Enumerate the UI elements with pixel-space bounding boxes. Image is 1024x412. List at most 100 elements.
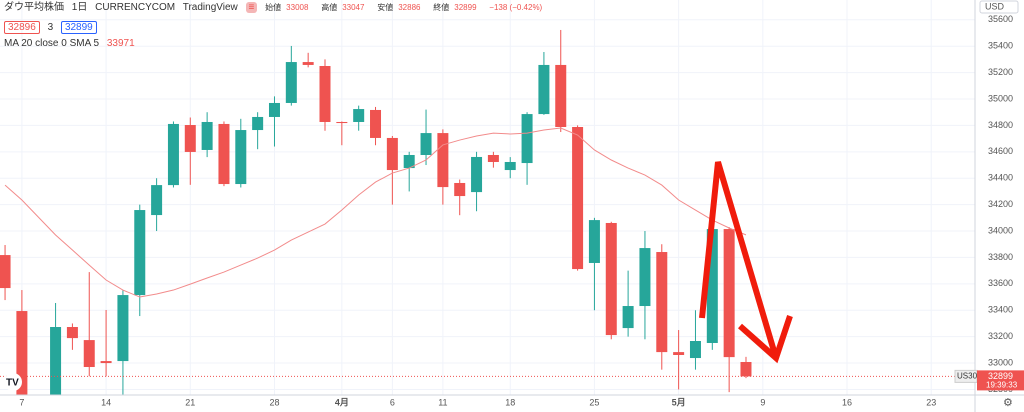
ask[interactable]: 32899 [60, 21, 97, 34]
value: 32899 [454, 3, 477, 12]
candle-body [420, 133, 432, 155]
value: 33047 [342, 3, 365, 12]
y-tick-label: 34200 [988, 199, 1013, 209]
x-tick-label: 5月 [672, 397, 686, 407]
candle-body [66, 327, 78, 339]
legend-row: ダウ平均株価 1日 CURRENCYCOM TradingView ≡ 始値 33… [4, 0, 547, 16]
x-tick-label: 7 [19, 397, 24, 407]
candle-body [403, 154, 415, 169]
y-tick-label: 33000 [988, 357, 1013, 367]
x-tick-label: 21 [185, 397, 195, 407]
y-tick-label: 34600 [988, 146, 1013, 156]
candle-body [252, 116, 264, 131]
y-tick-label: 33400 [988, 305, 1013, 315]
candle-body [471, 156, 483, 193]
svg-text:TV: TV [6, 378, 19, 389]
indicator: MA 20 close 0 SMA 5 [4, 38, 100, 49]
bid[interactable]: 32896 [4, 21, 40, 34]
x-tick-label: 6 [390, 397, 395, 407]
y-tick-label: 34000 [988, 225, 1013, 235]
x-tick-label: 4月 [335, 397, 349, 407]
x-tick-label: 9 [760, 397, 765, 407]
candle-body [0, 255, 11, 289]
candle-body [572, 127, 584, 270]
x-tick-label: 14 [101, 397, 111, 407]
candle-body [50, 327, 62, 395]
candles [0, 29, 975, 395]
candle-body [268, 102, 280, 117]
interval: 1日 [71, 2, 88, 13]
label: 始値 [265, 3, 282, 12]
candle-body [353, 109, 365, 122]
x-tick-label: 18 [505, 397, 515, 407]
legend-row: MA 20 close 0 SMA 5 33971 [4, 36, 547, 52]
y-tick-label: 35400 [988, 41, 1013, 51]
candle-body [184, 125, 196, 152]
ma-line [4, 127, 747, 298]
candle-body [336, 121, 348, 124]
candle-body [723, 229, 735, 358]
x-tick-label: 11 [438, 397, 447, 407]
y-tick-label: 34400 [988, 173, 1013, 183]
currency[interactable]: USD [985, 1, 1005, 11]
legend-row: 32896 3 32899 [4, 20, 547, 36]
candle-body [218, 123, 230, 185]
x-tick-label: 16 [842, 397, 852, 407]
candle-body [487, 154, 499, 162]
candle-body [134, 210, 146, 296]
y-tick-label: 34800 [988, 120, 1013, 130]
x-tick-label: 25 [589, 397, 599, 407]
candle-body [16, 311, 28, 395]
candle-body [740, 361, 752, 377]
price-tag-bg [977, 370, 1024, 391]
candle-body [386, 137, 398, 171]
settings-icon[interactable]: ⚙ [1003, 397, 1013, 409]
x-tick-label: 28 [269, 397, 279, 407]
candle-body [605, 222, 617, 336]
status-icon[interactable]: ≡ [245, 2, 258, 13]
countdown: 19:39:33 [986, 380, 1018, 389]
candle-body [588, 220, 600, 263]
candle-body [538, 64, 550, 115]
candle-body [370, 109, 382, 138]
source: CURRENCYCOM [95, 2, 176, 13]
candle-body [83, 340, 95, 368]
y-tick-label: 35000 [988, 93, 1013, 103]
candle-body [689, 341, 701, 359]
candle-body [656, 252, 668, 353]
y-tick-label: 35600 [988, 14, 1013, 24]
candle-body [302, 62, 314, 65]
candle-body [454, 182, 466, 197]
symbol-tag: US30 [957, 371, 978, 380]
candle-body [201, 121, 213, 150]
candle-body [151, 185, 163, 216]
value: 33008 [286, 3, 309, 12]
candle-body [285, 62, 297, 103]
currency-button[interactable] [979, 0, 1019, 14]
candle-body [504, 161, 516, 171]
candle-body [706, 229, 718, 343]
value: 32886 [398, 3, 421, 12]
candle-body [235, 130, 247, 185]
candle-body [319, 66, 331, 122]
indicator-value: 33971 [106, 38, 135, 49]
arrow-stroke [699, 161, 779, 359]
change: −138 (−0.42%) [489, 3, 543, 12]
candle-body [639, 248, 651, 307]
candle-body [555, 64, 567, 128]
price-tag: 32899 [988, 371, 1013, 381]
legend: ダウ平均株価 1日 CURRENCYCOM TradingView ≡ 始値 33… [4, 0, 547, 52]
label: 安値 [377, 3, 394, 12]
candle-body [521, 114, 533, 164]
tv-logo: TV [4, 373, 22, 391]
y-tick-label: 33800 [988, 252, 1013, 262]
candle-body [117, 295, 129, 362]
symbol: ダウ平均株価 [4, 2, 64, 13]
y-tick-label: 33200 [988, 331, 1013, 341]
candle-body [622, 306, 634, 329]
spread: 3 [47, 22, 54, 33]
label: 高値 [321, 3, 338, 12]
x-tick-label: 23 [926, 397, 936, 407]
